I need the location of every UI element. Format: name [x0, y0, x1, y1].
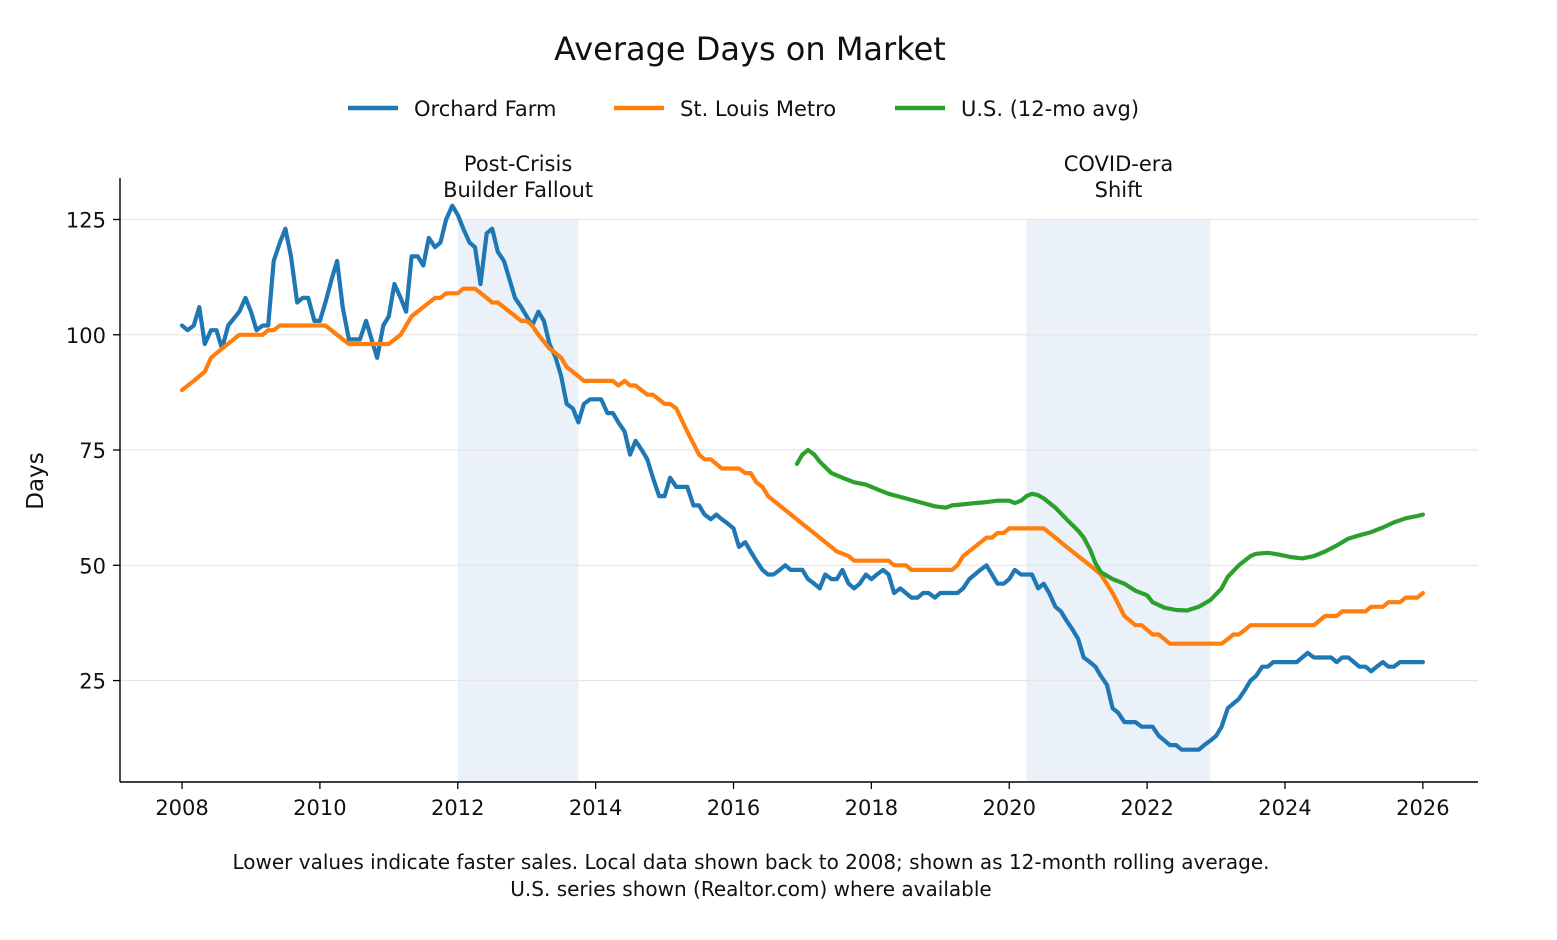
x-tick-label-2012: 2012	[431, 796, 484, 820]
legend: Orchard Farm St. Louis Metro U.S. (12-mo a…	[348, 97, 1139, 121]
series-line-u-s-12-mo-avg	[794, 447, 1425, 613]
x-tick-label-2020: 2020	[983, 796, 1036, 820]
x-tick-label-2008: 2008	[155, 796, 208, 820]
axes	[119, 178, 1478, 783]
x-tick-label-2016: 2016	[707, 796, 760, 820]
chart-title: Average Days on Market	[554, 30, 946, 68]
series-line-orchard-farm	[179, 203, 1425, 752]
x-tick-label-2022: 2022	[1120, 796, 1173, 820]
caption-line-1: Lower values indicate faster sales. Loca…	[232, 850, 1269, 874]
legend-label-1: Orchard Farm	[414, 97, 556, 121]
x-tick-label-2024: 2024	[1258, 796, 1311, 820]
annotation-1-line-2: Builder Fallout	[443, 178, 593, 202]
shaded-region-1	[457, 219, 579, 782]
legend-label-2: St. Louis Metro	[680, 97, 836, 121]
annotation-1-line-1: Post-Crisis	[464, 152, 572, 176]
y-tick-label-125: 125	[66, 208, 106, 232]
series-lines	[179, 203, 1425, 752]
x-tick-label-2014: 2014	[569, 796, 622, 820]
y-tick-label-75: 75	[79, 439, 106, 463]
annotation-2-line-1: COVID-era	[1064, 152, 1174, 176]
x-ticks: 2008 2010 2012 2014 2016 2018 2020 2022 2024 2026	[155, 782, 1450, 820]
y-ticks: 25 50 75 100 125	[66, 208, 120, 694]
caption-line-2: U.S. series shown (Realtor.com) where av…	[510, 877, 991, 901]
x-tick-label-2026: 2026	[1396, 796, 1449, 820]
series-line-st-louis-metro	[179, 286, 1425, 646]
y-tick-label-50: 50	[79, 554, 106, 578]
annotation-2-line-2: Shift	[1095, 178, 1143, 202]
y-axis-label: Days	[23, 452, 49, 509]
legend-label-3: U.S. (12-mo avg)	[961, 97, 1139, 121]
y-tick-label-100: 100	[66, 324, 106, 348]
x-tick-label-2018: 2018	[845, 796, 898, 820]
y-tick-label-25: 25	[79, 670, 106, 694]
shaded-regions	[457, 219, 1211, 782]
x-tick-label-2010: 2010	[293, 796, 346, 820]
shaded-region-2	[1026, 219, 1211, 782]
